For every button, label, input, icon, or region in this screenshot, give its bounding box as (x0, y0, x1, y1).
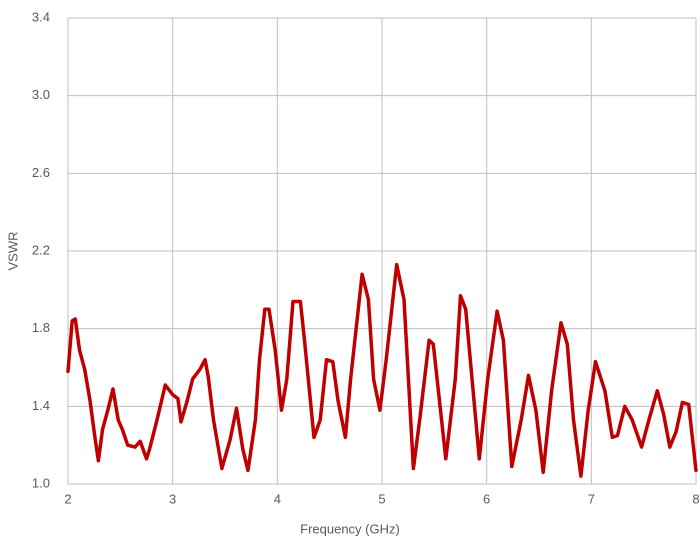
y-tick-label: 2.2 (32, 242, 50, 257)
x-tick-label: 5 (378, 491, 385, 506)
y-tick-label: 1.8 (32, 320, 50, 335)
x-tick-label: 7 (588, 491, 595, 506)
x-tick-label: 4 (274, 491, 281, 506)
x-tick-label: 3 (169, 491, 176, 506)
y-tick-label: 1.0 (32, 475, 50, 490)
y-tick-label: 3.4 (32, 9, 50, 24)
x-axis-label: Frequency (GHz) (300, 521, 400, 536)
data-line (66, 262, 698, 478)
x-tick-label: 2 (64, 491, 71, 506)
x-tick-label: 8 (692, 491, 699, 506)
x-tick-label: 6 (483, 491, 490, 506)
y-tick-label: 2.6 (32, 165, 50, 180)
y-axis-label: VSWR (5, 232, 20, 271)
y-tick-label: 3.0 (32, 87, 50, 102)
y-tick-label: 1.4 (32, 398, 50, 413)
